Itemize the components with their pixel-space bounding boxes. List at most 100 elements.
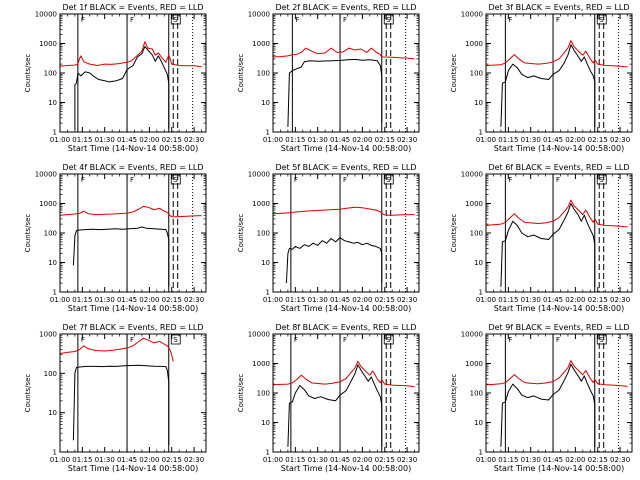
x-tick-label: 01:00 [476, 296, 496, 304]
x-tick-label: 01:30 [95, 136, 115, 144]
x-axis-label: Start Time (14-Nov-14 00:58:00) [281, 144, 411, 153]
panel-det-1: Det 1f BLACK = Events, RED = LLD 1 10 100 10… [24, 3, 207, 153]
marker-label: S [173, 16, 178, 24]
y-tick-label: 100 [470, 70, 483, 78]
x-tick-label: 02:30 [184, 296, 204, 304]
marker-label: S [599, 16, 604, 24]
y-tick-label: 1000 [39, 200, 57, 208]
series-lld-line [59, 337, 174, 362]
y-tick-label: 10 [474, 259, 483, 267]
x-tick-label: 01:00 [263, 136, 283, 144]
x-tick-label: 01:45 [543, 456, 563, 464]
x-tick-label: 01:15 [498, 456, 518, 464]
y-axis-label: Counts/sec [450, 214, 458, 253]
series-events-line [500, 44, 596, 127]
y-tick-label: 100 [257, 70, 270, 78]
y-axis-label: Counts/sec [450, 54, 458, 93]
marker-label: F [130, 176, 134, 184]
series-lld-line [272, 206, 415, 216]
plot-frame [485, 13, 633, 133]
marker-label: F [295, 16, 299, 24]
x-tick-label: 02:15 [375, 456, 395, 464]
x-tick-label: 02:15 [162, 136, 182, 144]
x-tick-label: 02:00 [565, 456, 585, 464]
marker-label: F [294, 336, 298, 344]
panel-det-8: Det 8f BLACK = Events, RED = LLD 1 10 100 10… [237, 323, 420, 473]
marker-box [596, 174, 607, 185]
y-axis-label: Counts/sec [237, 54, 245, 93]
panel-det-7: Det 7f BLACK = Events, RED = LLD 1 10 100 10… [24, 323, 207, 473]
y-tick-label: 1 [479, 129, 483, 137]
y-tick-label: 1000 [465, 200, 483, 208]
x-tick-label: 02:30 [610, 456, 630, 464]
x-tick-label: 01:00 [50, 296, 70, 304]
series-events-line [285, 237, 383, 284]
marker-box [596, 334, 607, 345]
x-tick-label: 01:15 [285, 136, 305, 144]
y-tick-label: 100 [44, 230, 57, 238]
marker-label: S [386, 16, 391, 24]
marker-label: F [81, 336, 85, 344]
x-tick-label: 01:30 [308, 296, 328, 304]
x-tick-label: 02:15 [588, 296, 608, 304]
y-tick-label: 10 [48, 259, 57, 267]
marker-box [383, 334, 394, 345]
plot-frame [272, 173, 420, 293]
x-tick-label: 01:30 [521, 136, 541, 144]
marker-label: S [173, 176, 178, 184]
x-tick-label: 01:15 [498, 296, 518, 304]
y-tick-label: 100 [470, 230, 483, 238]
x-axis-label: Start Time (14-Nov-14 00:58:00) [494, 304, 624, 313]
series-lld-line [272, 47, 415, 60]
series-events-line [500, 363, 596, 447]
y-tick-label: 100 [257, 230, 270, 238]
x-tick-label: 01:45 [543, 136, 563, 144]
series-lld-line [272, 360, 415, 388]
y-tick-label: 1 [479, 289, 483, 297]
marker-box [170, 334, 181, 345]
x-tick-label: 01:00 [476, 136, 496, 144]
series-events-line [500, 203, 596, 287]
y-tick-label: 10000 [248, 331, 270, 339]
marker-label: F [556, 336, 560, 344]
marker-label: F [343, 176, 347, 184]
x-tick-label: 02:00 [565, 296, 585, 304]
x-tick-label: 01:45 [330, 296, 350, 304]
panel-title: Det 8f BLACK = Events, RED = LLD [275, 323, 416, 332]
y-tick-label: 1000 [252, 40, 270, 48]
y-tick-label: 100 [44, 370, 57, 378]
y-tick-label: 100 [470, 390, 483, 398]
panel-det-2: Det 2f BLACK = Events, RED = LLD 1 10 100 10… [237, 3, 420, 153]
y-axis-label: Counts/sec [24, 214, 32, 253]
panel-det-5: Det 5f BLACK = Events, RED = LLD 1 10 100 10… [237, 163, 420, 313]
x-tick-label: 02:00 [139, 456, 159, 464]
y-tick-label: 1000 [39, 40, 57, 48]
x-tick-label: 01:30 [308, 136, 328, 144]
x-axis-label: Start Time (14-Nov-14 00:58:00) [281, 464, 411, 473]
x-tick-label: 01:15 [285, 456, 305, 464]
marker-label: F [343, 336, 347, 344]
x-tick-label: 01:00 [50, 136, 70, 144]
x-tick-label: 02:15 [162, 456, 182, 464]
marker-label: S [386, 176, 391, 184]
y-tick-label: 10 [474, 419, 483, 427]
y-tick-label: 10 [261, 99, 270, 107]
y-axis-label: Counts/sec [24, 54, 32, 93]
marker-box [596, 14, 607, 25]
x-tick-label: 01:15 [285, 296, 305, 304]
plot-frame [59, 13, 207, 133]
x-tick-label: 02:15 [588, 136, 608, 144]
y-tick-label: 10000 [248, 171, 270, 179]
marker-box [170, 174, 181, 185]
series-lld-line [59, 205, 202, 218]
marker-label: S [599, 176, 604, 184]
y-tick-label: 10000 [35, 11, 57, 19]
panel-title: Det 3f BLACK = Events, RED = LLD [488, 3, 629, 12]
y-tick-label: 1 [266, 449, 270, 457]
marker-label: F [508, 176, 512, 184]
y-tick-label: 10000 [461, 171, 483, 179]
series-events-line [287, 58, 383, 127]
series-lld-line [485, 360, 628, 387]
marker-box [170, 14, 181, 25]
